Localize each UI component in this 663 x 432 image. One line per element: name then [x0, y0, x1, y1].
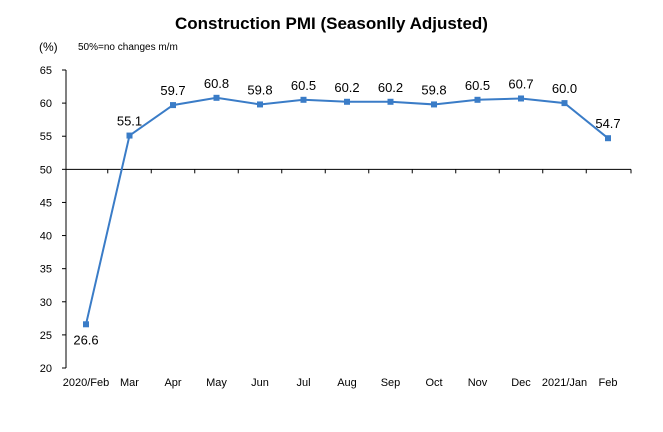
x-tick-label: Feb: [599, 377, 618, 389]
data-point: [83, 321, 89, 328]
x-tick-label: Mar: [120, 377, 139, 389]
data-label: 60.2: [378, 80, 403, 95]
data-label: 60.8: [204, 76, 229, 91]
data-label: 59.8: [421, 82, 446, 97]
data-label: 60.5: [291, 78, 316, 93]
x-tick-label: Jun: [251, 377, 269, 389]
y-tick-label: 65: [40, 65, 52, 77]
data-label: 60.2: [334, 80, 359, 95]
x-tick-label: Oct: [425, 377, 442, 389]
x-tick-label: Jul: [296, 377, 310, 389]
data-point: [474, 96, 481, 103]
x-tick-label: 2021/Jan: [542, 377, 587, 389]
data-point: [126, 132, 133, 139]
x-tick-label: 2020/Feb: [63, 377, 109, 389]
data-point: [605, 135, 611, 142]
y-tick-label: 40: [40, 231, 52, 243]
y-tick-label: 20: [40, 363, 52, 375]
series-line: [85, 96, 609, 325]
x-tick-label: Apr: [164, 377, 181, 389]
y-tick-label: 25: [40, 330, 52, 342]
data-point: [170, 102, 176, 109]
data-point: [257, 101, 263, 108]
y-tick-label: 30: [40, 297, 52, 309]
data-point: [561, 100, 568, 107]
y-tick-label: 55: [40, 131, 52, 143]
y-tick-label: 60: [40, 98, 52, 110]
data-point: [300, 96, 307, 103]
data-label: 59.8: [247, 82, 272, 97]
y-tick-label: 50: [40, 164, 52, 176]
x-tick-label: Aug: [337, 377, 357, 389]
data-label: 26.6: [73, 332, 98, 347]
data-label: 54.7: [595, 116, 620, 131]
data-label: 60.0: [552, 81, 577, 96]
y-axis-unit: (%): [39, 40, 58, 54]
data-point: [387, 98, 394, 105]
data-point: [213, 94, 220, 101]
chart-note: 50%=no changes m/m: [78, 42, 178, 53]
data-label: 60.5: [465, 78, 490, 93]
y-tick-label: 35: [40, 264, 52, 276]
x-tick-label: Dec: [511, 377, 531, 389]
data-point: [344, 98, 350, 105]
data-point: [518, 95, 524, 102]
chart-title: Construction PMI (Seasonlly Adjusted): [175, 14, 488, 33]
data-label: 59.7: [160, 83, 185, 98]
x-tick-label: Nov: [468, 377, 488, 389]
y-tick-label: 45: [40, 197, 52, 209]
x-tick-label: Sep: [381, 377, 401, 389]
x-tick-label: May: [206, 377, 227, 389]
data-label: 60.7: [508, 76, 533, 91]
data-point: [431, 101, 437, 108]
data-label: 55.1: [117, 114, 142, 129]
